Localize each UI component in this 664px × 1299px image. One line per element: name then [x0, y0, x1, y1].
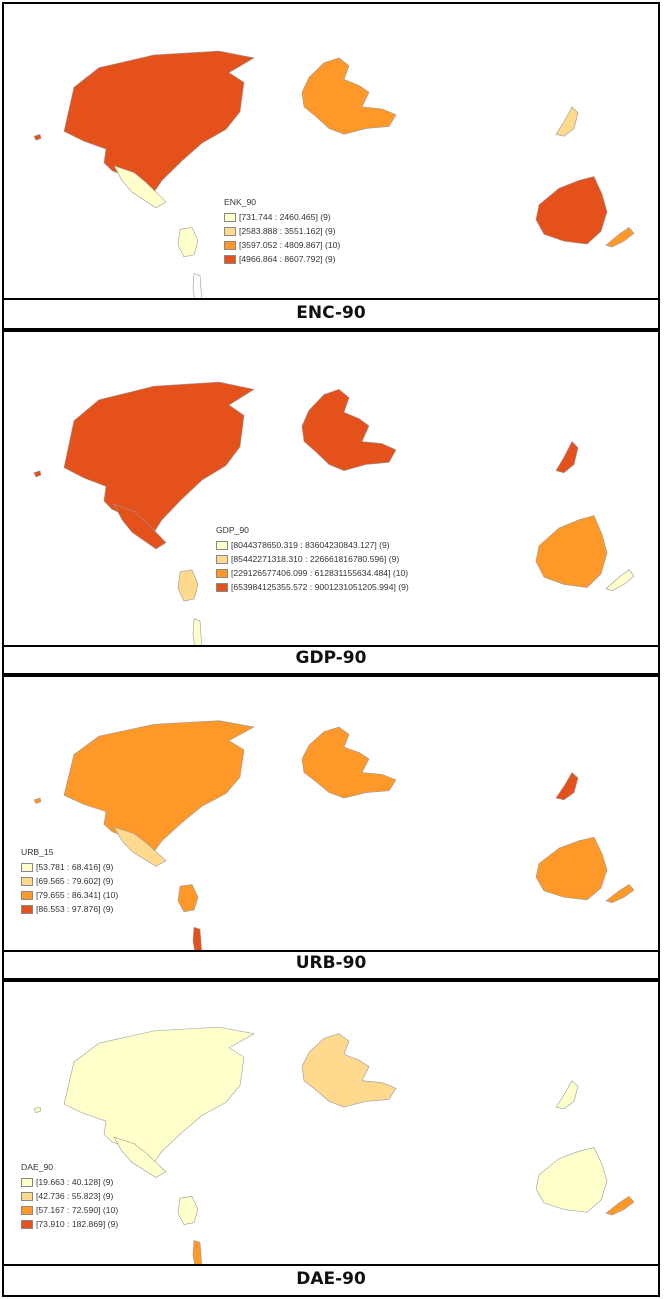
map-svg [33, 381, 635, 645]
country-australia [535, 515, 608, 588]
legend-class-1: [19.663 : 40.128] (9) [21, 1175, 118, 1189]
legend-class-2: [69.565 : 79.602] (9) [21, 874, 118, 888]
legend-class-4: [73.910 : 182.869] (9) [21, 1217, 118, 1231]
map-panel-urb: URB_15 [53.781 : 68.416] (9) [69.565 : 7… [2, 675, 660, 980]
country-australia [535, 836, 608, 901]
country-mexico [113, 826, 167, 867]
legend-swatch [216, 554, 228, 564]
map-svg [33, 1026, 635, 1264]
legend-class-4: [4966.864 : 8607.792] (9) [224, 252, 340, 266]
legend-class-2: [85442271318.310 : 226661816780.596] (9) [216, 552, 409, 566]
country-australia [535, 1147, 608, 1213]
legend-swatch [216, 568, 228, 578]
legend-swatch [224, 212, 236, 222]
country-northamerica [63, 381, 255, 536]
country-colombia [177, 227, 199, 258]
legend-swatch [21, 1205, 33, 1215]
country-island [33, 797, 42, 804]
country-northamerica [63, 50, 255, 196]
legend-class-1: [8044378650.319 : 83604230843.127] (9) [216, 538, 409, 552]
choropleth-map-gdp [4, 332, 658, 647]
legend-class-3: [229126577406.099 : 612831155634.484] (1… [216, 566, 409, 580]
legend-class-1: [731.744 : 2460.465] (9) [224, 210, 340, 224]
legend-swatch [216, 540, 228, 550]
country-europe [301, 57, 397, 135]
map-svg [33, 720, 635, 950]
country-newzealand [605, 1195, 635, 1216]
panel-caption: DAE-90 [296, 1269, 366, 1289]
legend-title: DAE_90 [21, 1162, 54, 1172]
country-europe [301, 726, 397, 799]
legend-title: ENK_90 [224, 197, 257, 207]
country-japan [555, 772, 579, 801]
country-chile [192, 618, 202, 645]
panel-caption: ENC-90 [296, 303, 366, 323]
country-chile [192, 273, 202, 298]
country-mexico [113, 165, 167, 209]
country-mexico [113, 1136, 167, 1178]
country-colombia [177, 884, 199, 913]
legend-class-2: [2583.888 : 3551.162] (9) [224, 224, 340, 238]
legend-swatch [21, 862, 33, 872]
legend-title: URB_15 [21, 847, 54, 857]
legend-gdp: GDP_90 [8044378650.319 : 83604230843.127… [216, 525, 409, 594]
country-japan [555, 1080, 579, 1110]
legend-class-4: [653984125355.572 : 9001231051205.994] (… [216, 580, 409, 594]
country-northamerica [63, 720, 255, 855]
map-panel-dae: DAE_90 [19.663 : 40.128] (9) [42.736 : 5… [2, 980, 660, 1297]
country-europe [301, 1033, 397, 1108]
map-panel-enc: ENK_90 [731.744 : 2460.465] (9) [2583.88… [2, 2, 660, 330]
legend-dae: DAE_90 [19.663 : 40.128] (9) [42.736 : 5… [21, 1162, 118, 1231]
legend-enc: ENK_90 [731.744 : 2460.465] (9) [2583.88… [224, 197, 340, 266]
legend-class-4: [86.553 : 97.876] (9) [21, 902, 118, 916]
legend-swatch [21, 890, 33, 900]
panel-caption: URB-90 [295, 953, 367, 973]
country-newzealand [605, 227, 635, 248]
country-mexico [113, 503, 167, 550]
country-chile [192, 926, 202, 950]
country-colombia [177, 569, 199, 602]
legend-swatch [21, 876, 33, 886]
country-newzealand [605, 569, 635, 592]
map-svg [33, 50, 635, 298]
country-newzealand [605, 884, 635, 903]
legend-swatch [224, 226, 236, 236]
country-island [33, 133, 42, 141]
choropleth-map-enc [4, 4, 658, 300]
country-europe [301, 389, 397, 472]
legend-urb: URB_15 [53.781 : 68.416] (9) [69.565 : 7… [21, 847, 118, 916]
country-northamerica [63, 1026, 255, 1166]
map-panel-gdp: GDP_90 [8044378650.319 : 83604230843.127… [2, 330, 660, 675]
legend-class-3: [57.167 : 72.590] (10) [21, 1203, 118, 1217]
legend-swatch [21, 1219, 33, 1229]
legend-swatch [21, 1177, 33, 1187]
country-island [33, 470, 42, 478]
legend-class-3: [3597.052 : 4809.867] (10) [224, 238, 340, 252]
choropleth-map-urb [4, 677, 658, 952]
country-colombia [177, 1196, 199, 1225]
country-japan [555, 106, 579, 137]
legend-class-2: [42.736 : 55.823] (9) [21, 1189, 118, 1203]
legend-swatch [216, 582, 228, 592]
legend-class-1: [53.781 : 68.416] (9) [21, 860, 118, 874]
legend-swatch [224, 254, 236, 264]
choropleth-map-dae [4, 982, 658, 1266]
country-chile [192, 1240, 202, 1264]
legend-swatch [21, 1191, 33, 1201]
legend-class-3: [79.655 : 86.341] (10) [21, 888, 118, 902]
country-australia [535, 176, 608, 245]
legend-title: GDP_90 [216, 525, 249, 535]
country-japan [555, 440, 579, 474]
legend-swatch [224, 240, 236, 250]
legend-swatch [21, 904, 33, 914]
panel-caption: GDP-90 [295, 648, 367, 668]
country-island [33, 1106, 42, 1114]
